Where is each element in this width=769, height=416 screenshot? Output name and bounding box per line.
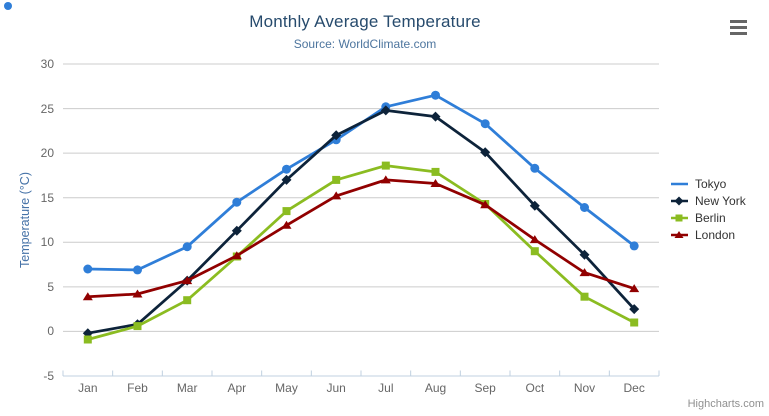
marker-berlin[interactable] <box>530 247 539 256</box>
marker-new-york[interactable] <box>380 105 391 116</box>
legend-symbol-square-icon <box>671 214 688 221</box>
series-line-new-york[interactable] <box>86 109 636 335</box>
marker-london[interactable] <box>529 235 540 244</box>
credits-link[interactable]: Highcharts.com <box>687 398 764 410</box>
legend-label: Berlin <box>695 210 726 225</box>
marker-tokyo[interactable] <box>629 241 639 251</box>
legend-symbol-triangle-icon <box>671 230 688 238</box>
marker-new-york[interactable] <box>629 304 640 315</box>
marker-tokyo[interactable] <box>480 119 490 129</box>
legend-item-berlin[interactable]: Berlin <box>671 209 746 226</box>
marker-london[interactable] <box>480 200 491 209</box>
legend-label: New York <box>695 193 746 208</box>
marker-new-york[interactable] <box>579 249 590 260</box>
marker-tokyo[interactable] <box>530 163 540 173</box>
marker-berlin[interactable] <box>332 175 341 184</box>
series-line-london[interactable] <box>86 178 636 299</box>
series-line-berlin[interactable] <box>86 164 636 341</box>
marker-new-york[interactable] <box>480 147 491 158</box>
x-axis-label: Jan <box>78 381 98 395</box>
marker-new-york[interactable] <box>529 200 540 211</box>
marker-berlin[interactable] <box>630 318 639 327</box>
marker-london[interactable] <box>380 175 391 184</box>
marker-london[interactable] <box>430 179 441 187</box>
marker-london[interactable] <box>82 292 93 301</box>
x-axis-label: Jun <box>326 381 346 395</box>
export-menu-button[interactable] <box>730 20 747 35</box>
legend: Tokyo New York Berlin London <box>671 175 746 243</box>
marker-london[interactable] <box>132 289 143 298</box>
legend-marker-london[interactable] <box>674 230 684 238</box>
hamburger-icon <box>730 31 747 35</box>
y-axis-label: 0 <box>47 324 54 339</box>
chart-subtitle: Source: WorldClimate.com <box>293 37 437 51</box>
y-axis-title: Temperature (°C) <box>18 172 32 268</box>
x-axis-label: Aug <box>424 381 447 395</box>
y-axis-label: 5 <box>47 279 54 294</box>
marker-tokyo[interactable] <box>133 265 142 275</box>
x-axis-label: Oct <box>525 381 545 395</box>
marker-tokyo[interactable] <box>232 197 242 207</box>
hamburger-icon <box>730 20 747 24</box>
legend-item-new-york[interactable]: New York <box>671 192 746 209</box>
marker-new-york[interactable] <box>430 111 441 122</box>
marker-london[interactable] <box>182 276 193 285</box>
legend-item-tokyo[interactable]: Tokyo <box>671 175 746 192</box>
x-axis-label: Sep <box>474 381 496 395</box>
legend-symbol-circle-icon <box>671 182 688 185</box>
x-axis-label: May <box>275 381 298 395</box>
marker-tokyo[interactable] <box>182 242 192 252</box>
legend-label: London <box>695 227 736 242</box>
marker-tokyo[interactable] <box>282 164 291 174</box>
marker-london[interactable] <box>629 284 640 293</box>
chart-title: Monthly Average Temperature <box>249 12 481 31</box>
x-axis-label: Nov <box>573 381 596 395</box>
y-axis-label: 30 <box>40 57 54 71</box>
marker-berlin[interactable] <box>580 292 589 301</box>
marker-new-york[interactable] <box>231 225 242 236</box>
y-axis-label: 10 <box>40 235 54 250</box>
x-axis-label: Dec <box>623 381 645 395</box>
marker-berlin[interactable] <box>83 335 92 344</box>
marker-berlin[interactable] <box>282 207 291 216</box>
marker-london[interactable] <box>579 268 590 277</box>
legend-symbol-diamond-icon <box>671 196 688 205</box>
x-axis-label: Jul <box>378 381 394 395</box>
marker-london[interactable] <box>281 220 292 229</box>
series-london[interactable] <box>82 175 640 301</box>
legend-marker-tokyo[interactable] <box>4 2 12 10</box>
marker-berlin[interactable] <box>133 322 142 331</box>
y-axis-label: 20 <box>40 146 54 161</box>
marker-berlin[interactable] <box>431 167 440 176</box>
series-new-york[interactable] <box>82 105 640 339</box>
legend-item-london[interactable]: London <box>671 226 746 243</box>
x-axis-label: Mar <box>176 381 198 395</box>
x-axis-label: Apr <box>227 381 247 395</box>
marker-new-york[interactable] <box>331 130 342 141</box>
marker-tokyo[interactable] <box>580 203 589 212</box>
marker-london[interactable] <box>331 191 342 200</box>
marker-tokyo[interactable] <box>431 90 440 100</box>
marker-new-york[interactable] <box>281 174 292 185</box>
marker-berlin[interactable] <box>381 161 390 170</box>
marker-tokyo[interactable] <box>83 264 93 274</box>
y-axis-label: 25 <box>40 101 54 116</box>
legend-marker-new-york[interactable] <box>674 196 684 205</box>
x-axis-label: Feb <box>127 381 148 395</box>
y-axis-label: 15 <box>40 190 54 205</box>
hamburger-icon <box>730 25 747 30</box>
y-axis-label: -5 <box>43 369 54 383</box>
marker-london[interactable] <box>231 251 242 260</box>
legend-label: Tokyo <box>695 176 727 191</box>
legend-marker-berlin[interactable] <box>675 214 683 221</box>
marker-berlin[interactable] <box>183 296 192 305</box>
